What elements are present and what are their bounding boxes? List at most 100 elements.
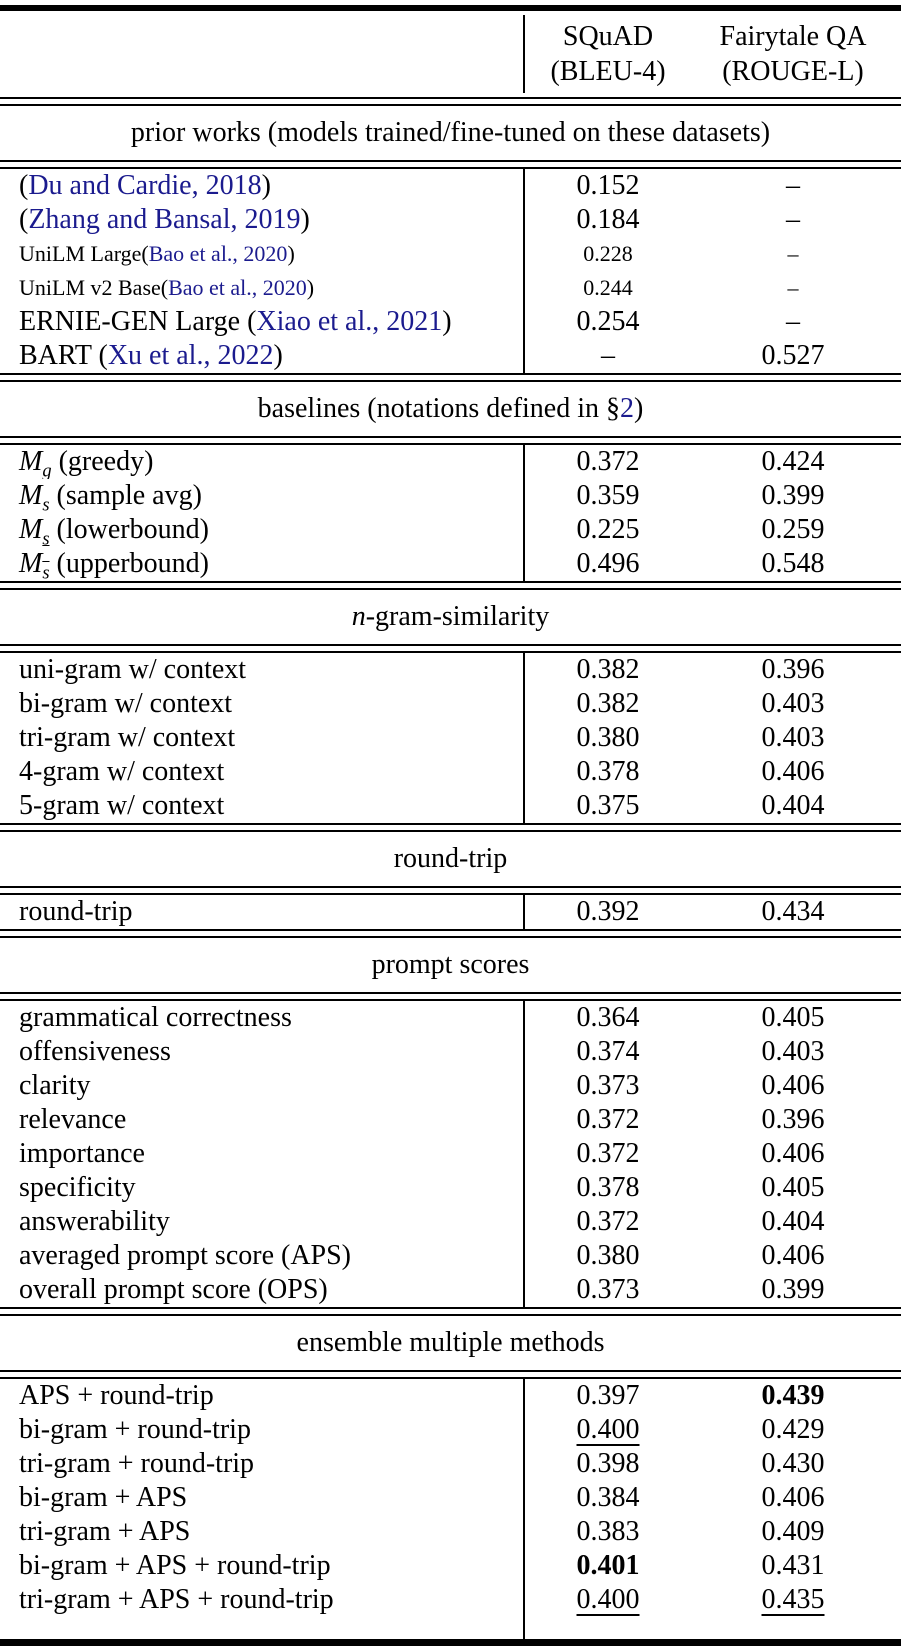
row-label: bi-gram w/ context: [0, 687, 523, 721]
table-row: clarity 0.373 0.406: [0, 1069, 901, 1103]
label-text: tri-gram + APS: [19, 1516, 191, 1547]
citation-link[interactable]: Xu et al., 2022: [107, 340, 274, 371]
value-text: 0.400: [576, 1584, 640, 1615]
table-row: tri-gram + APS + round-trip 0.400 0.435: [0, 1583, 901, 1617]
label-text: 5-gram w/ context: [19, 790, 225, 821]
value-text: 0.496: [576, 548, 640, 579]
value-text: 0.398: [576, 1448, 640, 1479]
row-label: Mg (greedy): [0, 445, 523, 479]
value-text: 0.396: [761, 1104, 825, 1135]
value-cell-squad: 0.496: [523, 547, 693, 581]
value-text: 0.374: [576, 1036, 640, 1067]
value-text: 0.430: [761, 1448, 825, 1479]
row-label: overall prompt score (OPS): [0, 1273, 523, 1307]
section-rows-6: APS + round-trip 0.397 0.439 bi-gram + roun…: [0, 1379, 901, 1639]
row-label: 5-gram w/ context: [0, 789, 523, 823]
value-cell-squad: 0.225: [523, 513, 693, 547]
citation-link[interactable]: Du and Cardie, 2018: [28, 170, 262, 201]
value-cell-squad: 0.400: [523, 1413, 693, 1447]
label-text: tri-gram + round-trip: [19, 1448, 255, 1479]
section-divider-rule: [0, 581, 901, 590]
citation-link[interactable]: Zhang and Bansal, 2019: [28, 204, 301, 235]
table-row: BART (Xu et al., 2022) – 0.527: [0, 339, 901, 373]
section-divider-rule: [0, 644, 901, 653]
label-text: ): [306, 275, 315, 300]
value-cell-fairytale: 0.403: [693, 687, 893, 721]
value-text: 0.152: [576, 170, 640, 201]
value-cell-fairytale: 0.399: [693, 479, 893, 513]
section-divider-rule: [0, 1307, 901, 1316]
label-text: bi-gram + round-trip: [19, 1414, 251, 1445]
col-header-fairytale: Fairytale QA (ROUGE-L): [693, 19, 893, 89]
row-label: grammatical correctness: [0, 1001, 523, 1035]
citation-link[interactable]: Bao et al., 2020: [148, 241, 288, 266]
label-text: (upperbound): [49, 548, 209, 579]
section-title-3: n -gram-similarity: [0, 590, 901, 644]
table-row: importance 0.372 0.406: [0, 1137, 901, 1171]
row-label: averaged prompt score (APS): [0, 1239, 523, 1273]
value-cell-squad: 0.254: [523, 305, 693, 339]
label-text: prompt scores: [371, 949, 530, 980]
value-cell-fairytale: 0.527: [693, 339, 893, 373]
label-text: (greedy): [51, 446, 154, 477]
value-text: 0.373: [576, 1274, 640, 1305]
label-text: ): [261, 170, 271, 201]
row-label: Ms (upperbound): [0, 547, 523, 581]
label-text: 4-gram w/ context: [19, 756, 225, 787]
label-text: UniLM Large(: [19, 241, 149, 266]
label-text: (: [19, 170, 29, 201]
value-text: 0.384: [576, 1482, 640, 1513]
table-row: ERNIE-GEN Large (Xiao et al., 2021) 0.254…: [0, 305, 901, 339]
section-ref-link[interactable]: 2: [620, 393, 635, 424]
value-cell-fairytale: 0.548: [693, 547, 893, 581]
value-cell-squad: 0.401: [523, 1549, 693, 1583]
value-text: 0.435: [761, 1584, 825, 1615]
value-cell-squad: 0.244: [523, 271, 693, 305]
value-text: 0.406: [761, 756, 825, 787]
row-label: 4-gram w/ context: [0, 755, 523, 789]
section-title-6: ensemble multiple methods: [0, 1316, 901, 1370]
citation-link[interactable]: Bao et al., 2020: [168, 275, 307, 300]
value-cell-squad: –: [523, 339, 693, 373]
label-text: specificity: [19, 1172, 136, 1203]
value-cell-fairytale: 0.434: [693, 895, 893, 929]
label-text: importance: [19, 1138, 145, 1169]
value-text: 0.404: [761, 790, 825, 821]
row-label: UniLM Large(Bao et al., 2020): [0, 237, 523, 271]
section-rows-3: uni-gram w/ context 0.382 0.396 bi-gram w/ …: [0, 653, 901, 823]
value-text: 0.378: [576, 1172, 640, 1203]
value-text: 0.373: [576, 1070, 640, 1101]
value-text: 0.392: [576, 896, 640, 927]
math-italic-text: M: [19, 548, 43, 579]
label-text: clarity: [19, 1070, 91, 1101]
value-text: 0.409: [761, 1516, 825, 1547]
value-cell-fairytale: 0.430: [693, 1447, 893, 1481]
value-cell-squad: 0.364: [523, 1001, 693, 1035]
value-cell-squad: 0.372: [523, 1137, 693, 1171]
value-cell-squad: 0.382: [523, 687, 693, 721]
value-cell-squad: 0.372: [523, 1205, 693, 1239]
section-divider-rule: [0, 823, 901, 832]
label-text: relevance: [19, 1104, 127, 1135]
value-cell-fairytale: –: [693, 237, 893, 271]
table-row: Ms (upperbound) 0.496 0.548: [0, 547, 901, 581]
label-text: ): [273, 340, 283, 371]
value-cell-squad: 0.378: [523, 755, 693, 789]
label-text: tri-gram + APS + round-trip: [19, 1584, 334, 1615]
value-cell-fairytale: 0.424: [693, 445, 893, 479]
table-row: round-trip 0.392 0.434: [0, 895, 901, 929]
table-row: Mg (greedy) 0.372 0.424: [0, 445, 901, 479]
value-text: 0.244: [583, 275, 633, 300]
math-italic-text: M: [19, 514, 43, 545]
row-label: bi-gram + APS: [0, 1481, 523, 1515]
citation-link[interactable]: Xiao et al., 2021: [256, 306, 443, 337]
value-cell-squad: 0.384: [523, 1481, 693, 1515]
value-cell-squad: 0.397: [523, 1379, 693, 1413]
row-label: uni-gram w/ context: [0, 653, 523, 687]
math-italic-text: n: [351, 601, 366, 632]
table-row: relevance 0.372 0.396: [0, 1103, 901, 1137]
label-text: bi-gram + APS + round-trip: [19, 1550, 331, 1581]
table-row: UniLM Large(Bao et al., 2020) 0.228 –: [0, 237, 901, 271]
value-text: 0.364: [576, 1002, 640, 1033]
value-text: 0.403: [761, 688, 825, 719]
